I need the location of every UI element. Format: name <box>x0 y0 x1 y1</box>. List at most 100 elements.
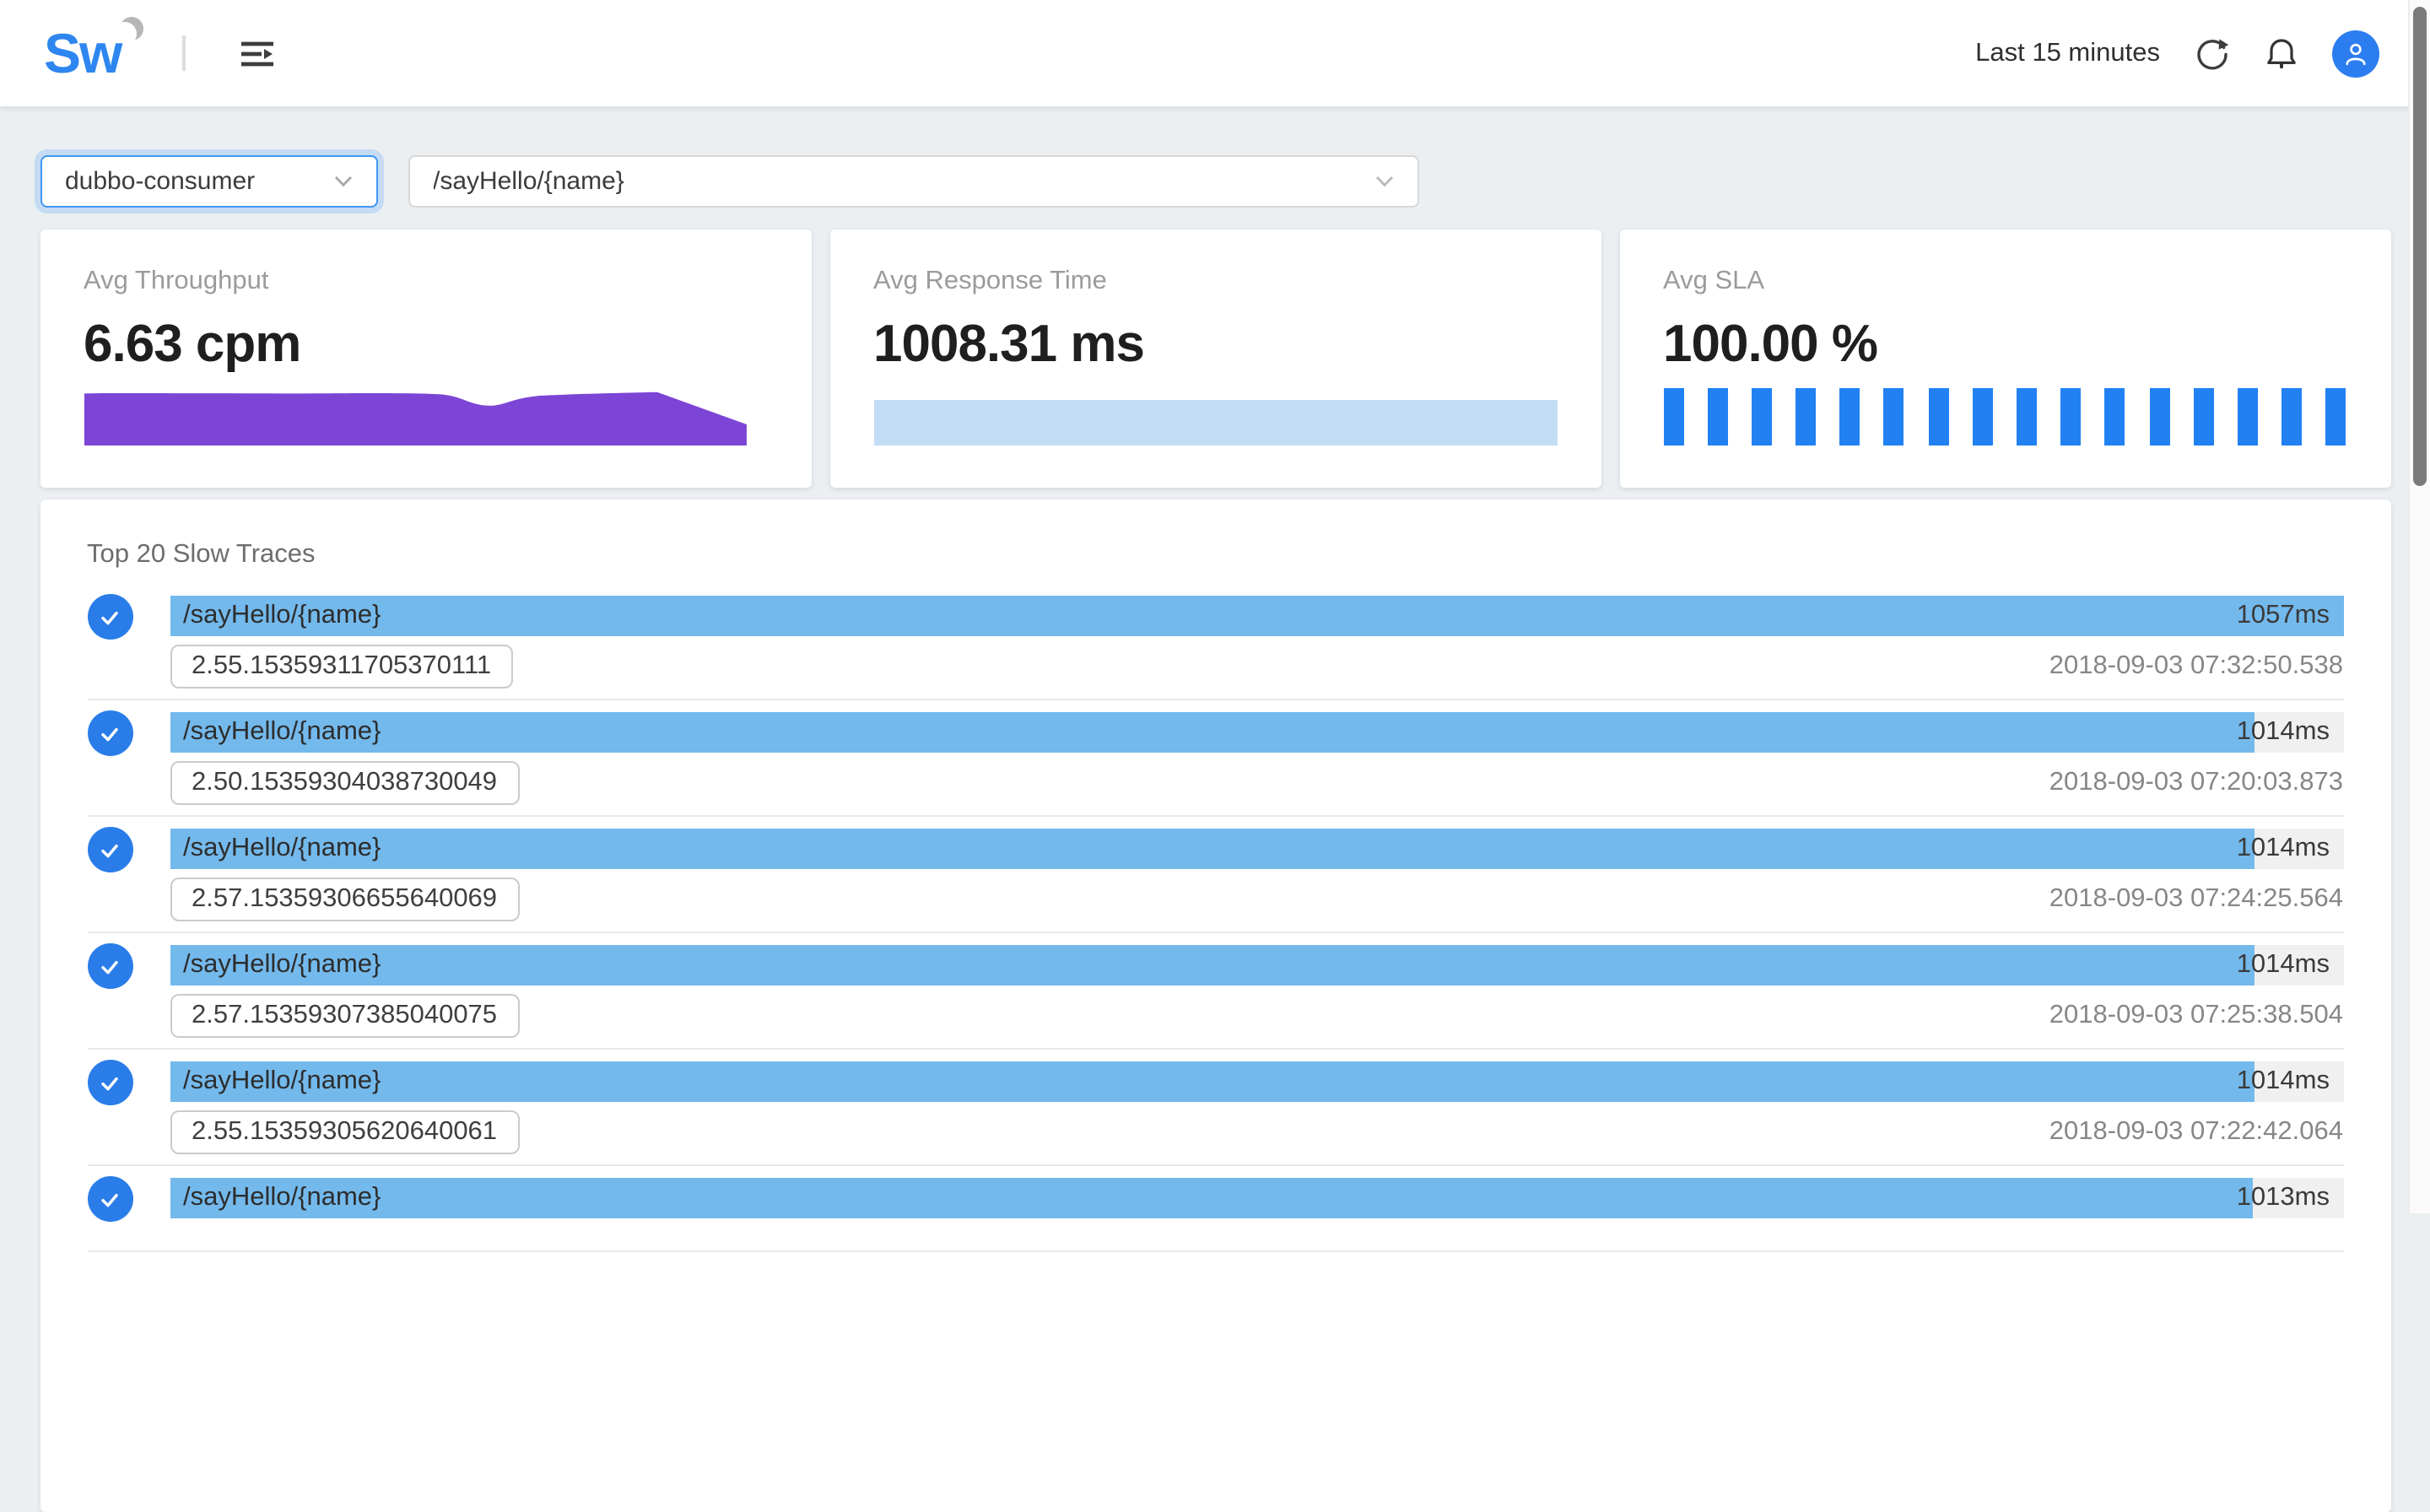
checkmark-icon <box>101 610 118 624</box>
trace-start-time: 2018-09-03 07:32:50.538 <box>2049 651 2343 680</box>
trace-duration-bar[interactable]: /sayHello/{name} 1014ms <box>170 829 2343 869</box>
sla-bar <box>2325 387 2346 445</box>
endpoint-select-value: /sayHello/{name} <box>433 167 624 196</box>
trace-start-time: 2018-09-03 07:20:03.873 <box>2049 768 2343 796</box>
checkmark-icon <box>101 843 118 857</box>
trace-row-meta: 2.57.15359307385040075 2018-09-03 07:25:… <box>170 994 2343 1038</box>
time-range-selector[interactable]: Last 15 minutes <box>1975 38 2160 67</box>
sla-bar <box>2193 387 2214 445</box>
trace-list: /sayHello/{name} 1057ms 2.55.15359311705… <box>87 594 2343 1252</box>
card-avg-response-time: Avg Response Time 1008.31 ms <box>829 230 1601 487</box>
service-select[interactable]: dubbo-consumer <box>40 155 377 208</box>
service-select-value: dubbo-consumer <box>65 167 256 196</box>
trace-row-meta: 2.57.15359306655640069 2018-09-03 07:24:… <box>170 878 2343 921</box>
sla-bar <box>1707 387 1728 445</box>
slow-traces-panel: Top 20 Slow Traces /sayHello/{name} 1057… <box>40 500 2390 1512</box>
sla-bar <box>2060 387 2082 445</box>
trace-row-meta <box>170 1227 2343 1240</box>
sla-bar <box>2237 387 2258 445</box>
sla-bar-chart <box>1663 387 2346 445</box>
trace-endpoint: /sayHello/{name} <box>183 834 381 862</box>
trace-duration: 1014ms <box>2236 834 2330 862</box>
user-avatar[interactable] <box>2332 30 2379 77</box>
trace-bar-fill <box>170 945 2255 986</box>
trace-endpoint: /sayHello/{name} <box>183 950 381 979</box>
trace-start-time: 2018-09-03 07:25:38.504 <box>2049 1001 2343 1029</box>
metric-label: Avg Response Time <box>873 267 1107 295</box>
trace-bar-fill <box>170 1178 2253 1218</box>
trace-row: /sayHello/{name} 1014ms 2.57.15359306655… <box>87 827 2343 933</box>
trace-duration: 1057ms <box>2236 601 2330 629</box>
trace-bar-fill <box>170 1061 2255 1102</box>
trace-row: /sayHello/{name} 1013ms <box>87 1176 2343 1252</box>
trace-duration: 1014ms <box>2236 950 2330 979</box>
trace-success-icon <box>87 943 132 989</box>
sla-bar <box>1751 387 1772 445</box>
scrollbar-thumb[interactable] <box>2412 7 2426 486</box>
user-avatar-icon <box>2346 42 2366 65</box>
checkmark-icon <box>101 1076 118 1090</box>
trace-id: 2.55.15359305620640061 <box>170 1110 520 1154</box>
endpoint-select[interactable]: /sayHello/{name} <box>408 155 1418 208</box>
trace-endpoint: /sayHello/{name} <box>183 1183 381 1212</box>
chevron-down-icon <box>1374 176 1393 187</box>
metric-label: Avg SLA <box>1663 267 1765 295</box>
sla-bar <box>2282 387 2303 445</box>
trace-id: 2.57.15359307385040075 <box>170 994 520 1038</box>
trace-row: /sayHello/{name} 1014ms 2.50.15359304038… <box>87 710 2343 817</box>
trace-row: /sayHello/{name} 1014ms 2.55.15359305620… <box>87 1060 2343 1166</box>
sla-bar <box>2104 387 2125 445</box>
trace-bar-fill <box>170 712 2255 753</box>
trace-row: /sayHello/{name} 1014ms 2.57.15359307385… <box>87 943 2343 1050</box>
chevron-down-icon <box>333 176 352 187</box>
trace-endpoint: /sayHello/{name} <box>183 717 381 746</box>
trace-id: 2.50.15359304038730049 <box>170 761 520 805</box>
trace-endpoint: /sayHello/{name} <box>183 1066 381 1095</box>
traces-panel-title: Top 20 Slow Traces <box>87 540 316 569</box>
trace-duration-bar[interactable]: /sayHello/{name} 1057ms <box>170 596 2343 636</box>
metric-value: 6.63 cpm <box>84 314 301 373</box>
filter-bar: dubbo-consumer /sayHello/{name} <box>40 155 2430 208</box>
checkmark-icon <box>101 1192 118 1207</box>
trace-start-time: 2018-09-03 07:22:42.064 <box>2049 1117 2343 1146</box>
trace-bar-fill <box>170 596 2343 636</box>
trace-success-icon <box>87 827 132 872</box>
card-avg-throughput: Avg Throughput 6.63 cpm <box>40 230 811 487</box>
sla-bar <box>1883 387 1904 445</box>
trace-id: 2.55.15359311705370111 <box>170 645 514 688</box>
page-scrollbar <box>2408 0 2430 1213</box>
trace-duration-bar[interactable]: /sayHello/{name} 1014ms <box>170 945 2343 986</box>
sla-bar <box>1796 387 1817 445</box>
sla-bar <box>1972 387 1993 445</box>
trace-row-meta: 2.55.15359311705370111 2018-09-03 07:32:… <box>170 645 2343 688</box>
sidebar-toggle-button[interactable] <box>240 40 274 67</box>
trace-success-icon <box>87 1060 132 1105</box>
throughput-area-chart <box>84 387 767 445</box>
notifications-button[interactable] <box>2265 35 2298 72</box>
metric-value: 1008.31 ms <box>873 314 1145 373</box>
logo-text: Sw <box>44 21 122 84</box>
trace-row-meta: 2.50.15359304038730049 2018-09-03 07:20:… <box>170 761 2343 805</box>
trace-duration-bar[interactable]: /sayHello/{name} 1014ms <box>170 712 2343 753</box>
app-logo[interactable]: Sw <box>44 14 148 92</box>
trace-duration: 1013ms <box>2236 1183 2330 1212</box>
header-divider <box>182 35 185 71</box>
trace-bar-fill <box>170 829 2255 869</box>
trace-duration-bar[interactable]: /sayHello/{name} 1014ms <box>170 1061 2343 1102</box>
refresh-button[interactable] <box>2194 35 2231 72</box>
checkmark-icon <box>101 726 118 741</box>
trace-row-meta: 2.55.15359305620640061 2018-09-03 07:22:… <box>170 1110 2343 1154</box>
refresh-icon <box>2197 38 2229 69</box>
sla-bar <box>2017 387 2037 445</box>
trace-success-icon <box>87 594 132 640</box>
sla-bar <box>2149 387 2170 445</box>
response-time-area-chart <box>873 399 1557 445</box>
sla-bar <box>1839 387 1860 445</box>
trace-start-time: 2018-09-03 07:24:25.564 <box>2049 884 2343 913</box>
card-avg-sla: Avg SLA 100.00 % <box>1619 230 2390 487</box>
checkmark-icon <box>101 959 118 974</box>
trace-row: /sayHello/{name} 1057ms 2.55.15359311705… <box>87 594 2343 700</box>
menu-indent-icon <box>240 40 273 66</box>
trace-duration-bar[interactable]: /sayHello/{name} 1013ms <box>170 1178 2343 1218</box>
